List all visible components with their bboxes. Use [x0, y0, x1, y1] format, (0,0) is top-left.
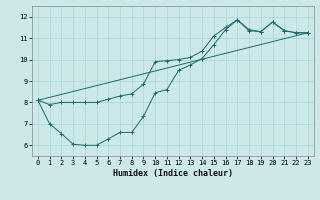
- X-axis label: Humidex (Indice chaleur): Humidex (Indice chaleur): [113, 169, 233, 178]
